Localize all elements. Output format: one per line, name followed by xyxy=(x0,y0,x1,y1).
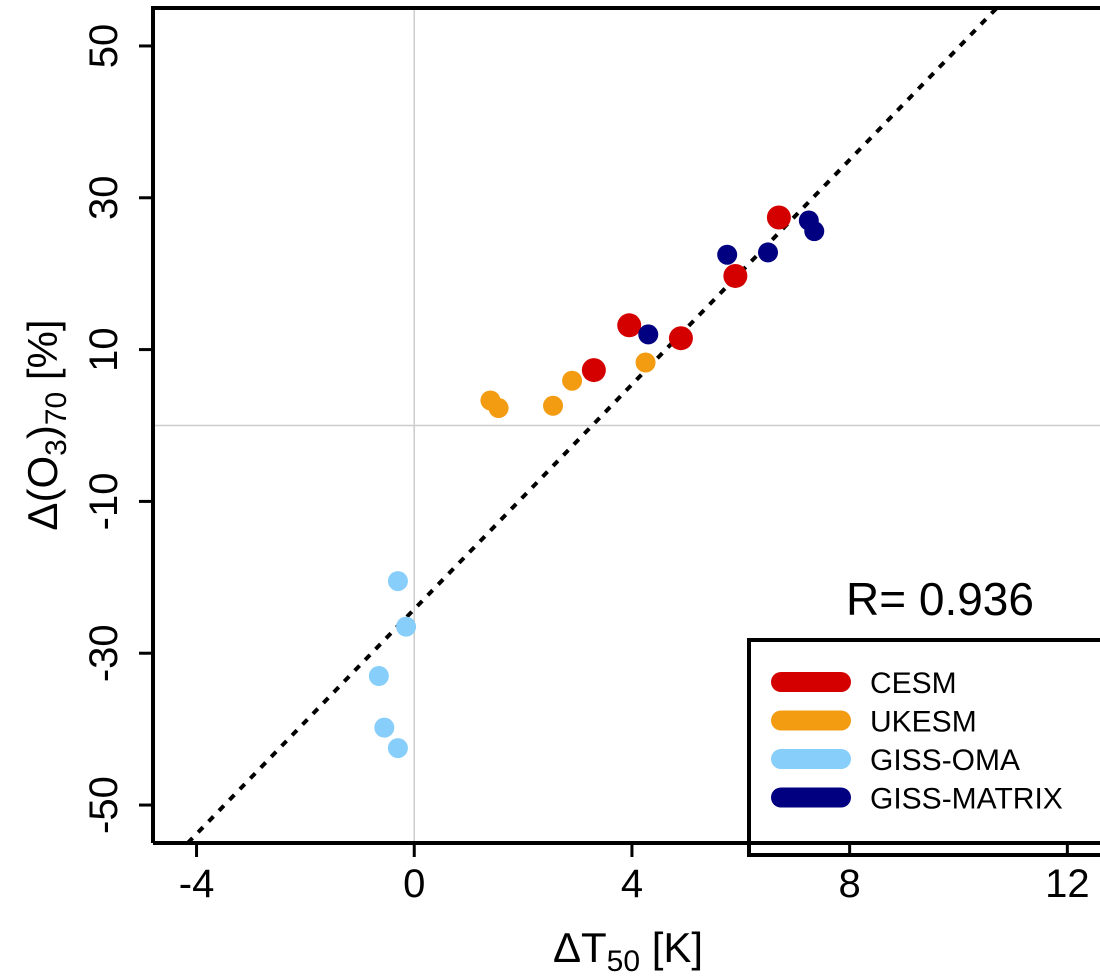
data-point-giss-oma xyxy=(387,738,408,759)
y-tick-label: 50 xyxy=(82,24,126,69)
data-point-ukesm xyxy=(488,398,509,419)
y-axis-title: Δ(O3)70 [%] xyxy=(19,319,73,530)
data-point-cesm xyxy=(617,313,642,338)
legend-label: UKESM xyxy=(870,706,977,739)
x-tick-label: -4 xyxy=(179,862,215,906)
x-axis-title: ΔT50 [K] xyxy=(553,924,703,978)
correlation-annotation: R= 0.936 xyxy=(846,573,1034,625)
y-tick-label: 10 xyxy=(82,327,126,372)
y-tick-label: -10 xyxy=(82,473,126,531)
data-point-ukesm xyxy=(543,395,564,416)
data-point-giss-matrix xyxy=(638,324,659,345)
legend-label: GISS-MATRIX xyxy=(870,783,1063,816)
data-points xyxy=(368,205,825,759)
y-axis: -50 -30 -10 10 30 50 xyxy=(82,24,153,834)
data-point-giss-oma xyxy=(396,616,417,637)
x-tick-label: 8 xyxy=(839,862,861,906)
x-tick-label: 4 xyxy=(621,862,643,906)
x-axis: -4 0 4 8 12 xyxy=(153,841,1100,906)
data-point-ukesm xyxy=(635,352,656,373)
data-point-giss-matrix xyxy=(804,221,825,242)
y-tick-label: 30 xyxy=(82,176,126,221)
data-point-giss-oma xyxy=(374,717,395,738)
data-point-giss-matrix xyxy=(758,242,779,263)
data-point-giss-matrix xyxy=(717,244,738,265)
y-tick-label: -50 xyxy=(82,776,126,834)
legend: CESM UKESM GISS-OMA GISS-MATRIX xyxy=(747,638,1100,857)
x-tick-label: 12 xyxy=(1045,862,1090,906)
data-point-cesm xyxy=(581,358,606,383)
legend-label: GISS-OMA xyxy=(870,744,1020,777)
y-tick-label: -30 xyxy=(82,624,126,682)
legend-label: CESM xyxy=(870,667,957,700)
data-point-cesm xyxy=(723,263,748,288)
data-point-giss-oma xyxy=(387,571,408,592)
data-point-cesm xyxy=(766,205,791,230)
data-point-giss-oma xyxy=(368,666,389,686)
plot-frame xyxy=(151,6,1100,843)
data-point-ukesm xyxy=(562,370,583,391)
x-tick-label: 0 xyxy=(403,862,425,906)
data-point-cesm xyxy=(668,326,693,351)
